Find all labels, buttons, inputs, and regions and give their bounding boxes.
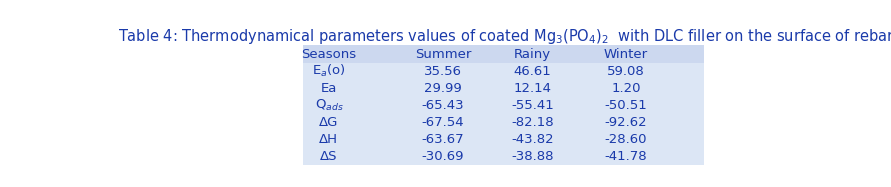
Text: -43.82: -43.82 — [511, 133, 554, 146]
Text: -41.78: -41.78 — [604, 150, 647, 163]
Text: 46.61: 46.61 — [514, 65, 552, 78]
Text: -82.18: -82.18 — [511, 116, 554, 129]
Text: Q$_{ads}$: Q$_{ads}$ — [315, 98, 343, 113]
Text: -67.54: -67.54 — [421, 116, 464, 129]
Text: ΔH: ΔH — [319, 133, 339, 146]
Text: 12.14: 12.14 — [513, 82, 552, 95]
FancyBboxPatch shape — [303, 62, 704, 165]
Text: -92.62: -92.62 — [604, 116, 647, 129]
Text: -38.88: -38.88 — [511, 150, 554, 163]
Text: ΔG: ΔG — [319, 116, 339, 129]
Text: Seasons: Seasons — [301, 47, 356, 61]
Text: Ea: Ea — [321, 82, 337, 95]
Text: 59.08: 59.08 — [607, 65, 645, 78]
Text: Winter: Winter — [604, 47, 648, 61]
Text: Rainy: Rainy — [514, 47, 552, 61]
Text: 1.20: 1.20 — [611, 82, 641, 95]
Text: -65.43: -65.43 — [421, 99, 464, 112]
Text: -28.60: -28.60 — [605, 133, 647, 146]
Text: -30.69: -30.69 — [421, 150, 464, 163]
Text: -55.41: -55.41 — [511, 99, 554, 112]
Text: 35.56: 35.56 — [424, 65, 462, 78]
Text: E$_a$(o): E$_a$(o) — [312, 63, 346, 79]
FancyBboxPatch shape — [303, 45, 704, 62]
Text: Summer: Summer — [414, 47, 471, 61]
Text: Table 4: Thermodynamical parameters values of coated Mg$_3$(PO$_4$)$_2$  with DL: Table 4: Thermodynamical parameters valu… — [119, 27, 891, 46]
Text: -50.51: -50.51 — [604, 99, 647, 112]
Text: 29.99: 29.99 — [424, 82, 462, 95]
Text: ΔS: ΔS — [320, 150, 338, 163]
Text: -63.67: -63.67 — [421, 133, 464, 146]
